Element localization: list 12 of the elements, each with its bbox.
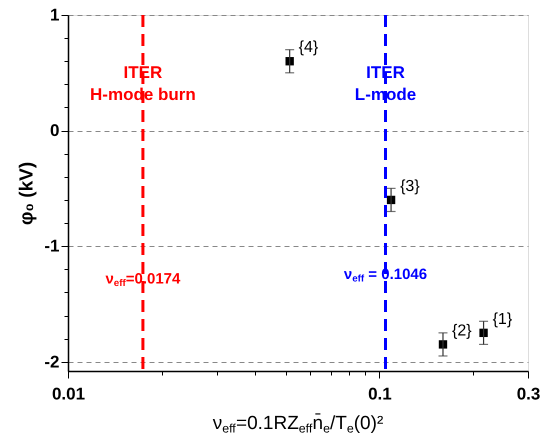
y-tick-label: -1	[44, 236, 60, 256]
annotation: {3}	[400, 178, 420, 195]
x-tick-label: 0.3	[516, 384, 540, 404]
y-axis-title: φ₀ (kV)	[16, 162, 38, 226]
annotation: {2}	[452, 322, 472, 340]
y-tick-label: -2	[44, 352, 60, 372]
y-tick-label: 0	[50, 121, 60, 140]
y-tick-label: 1	[50, 6, 60, 24]
x-tick-label: 0.1	[368, 384, 392, 404]
x-tick-label: 0.01	[52, 384, 86, 404]
annotation: {4}	[298, 39, 319, 56]
annotation: {1}	[492, 310, 513, 328]
